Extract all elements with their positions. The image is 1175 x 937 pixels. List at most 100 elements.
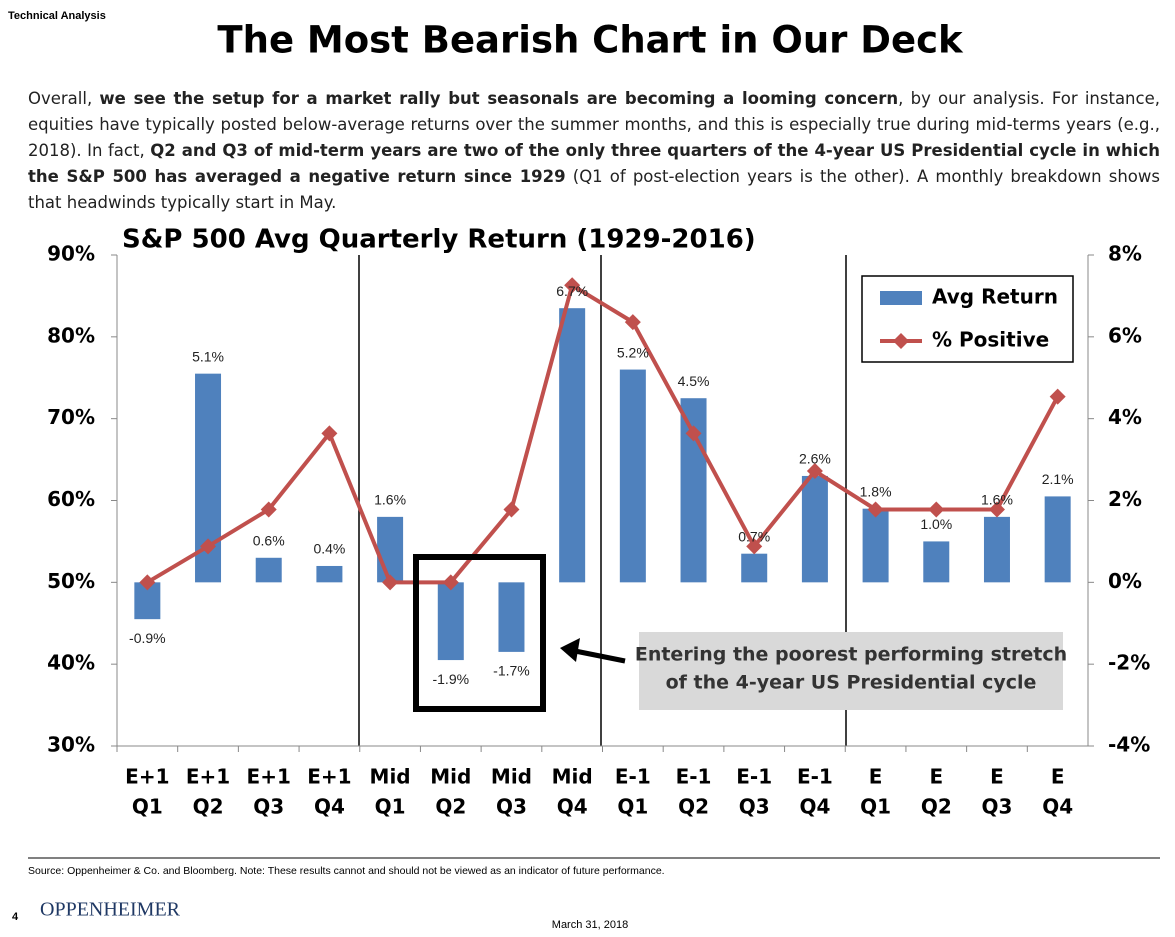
data-label: -0.9% (129, 630, 166, 646)
y2-tick-label: -2% (1108, 651, 1150, 675)
section-label: Technical Analysis (8, 10, 106, 22)
x-tick-label: Q3 (739, 795, 770, 819)
data-label: 2.6% (799, 451, 831, 467)
x-tick-label: Q2 (678, 795, 709, 819)
x-tick-label: Q1 (132, 795, 163, 819)
bar (377, 516, 404, 583)
marker (1049, 388, 1066, 405)
marker (442, 574, 459, 591)
marker (564, 277, 581, 294)
bar (1044, 496, 1071, 583)
data-label: 1.0% (920, 516, 952, 532)
y-tick-label: 80% (47, 323, 95, 347)
marker (746, 538, 763, 555)
x-tick-label: Q3 (496, 795, 527, 819)
x-tick-label: Q1 (860, 795, 891, 819)
text-run: Q2 and Q3 of mid-term years are two of t… (28, 141, 1160, 186)
bar (619, 369, 646, 583)
data-label: 4.5% (678, 373, 710, 389)
y-tick-label: 40% (47, 651, 95, 675)
x-tick-label: E (869, 765, 883, 789)
marker (503, 501, 520, 518)
data-label: 1.6% (981, 492, 1013, 508)
data-label: 1.8% (860, 483, 892, 499)
x-tick-label: E-1 (736, 765, 772, 789)
arrow-head (560, 638, 580, 662)
text-run: , by our analysis. For instance, equitie… (28, 89, 1160, 160)
bar (498, 582, 525, 652)
x-tick-label: Q2 (921, 795, 952, 819)
x-tick-label: E (929, 765, 943, 789)
legend-label: % Positive (932, 328, 1049, 352)
x-tick-label: E-1 (797, 765, 833, 789)
x-tick-label: Mid (491, 765, 532, 789)
marker (988, 501, 1005, 518)
marker (867, 501, 884, 518)
chart-title: S&P 500 Avg Quarterly Return (1929-2016) (122, 225, 756, 255)
data-label: 1.6% (374, 492, 406, 508)
marker (139, 574, 156, 591)
source: Source: Oppenheimer & Co. and Bloomberg.… (28, 865, 665, 877)
y-tick-label: 50% (47, 569, 95, 593)
y2-tick-label: 0% (1108, 569, 1142, 593)
bar (923, 541, 950, 583)
data-label: 2.1% (1042, 471, 1074, 487)
marker (200, 538, 217, 555)
y-tick-label: 70% (47, 405, 95, 429)
y2-tick-label: -4% (1108, 733, 1150, 757)
x-tick-label: E-1 (615, 765, 651, 789)
legend-label: Avg Return (932, 285, 1058, 309)
legend-swatch (880, 291, 922, 305)
legend-marker (893, 333, 909, 349)
x-tick-label: E-1 (676, 765, 712, 789)
x-tick-label: E+1 (247, 765, 291, 789)
marker (806, 463, 823, 480)
legend-box (861, 275, 1074, 363)
x-tick-label: Q4 (557, 795, 588, 819)
marker (685, 425, 702, 442)
data-label: 6.7% (556, 283, 588, 299)
x-tick-label: Q3 (982, 795, 1013, 819)
text-run: (Q1 of post-election years is the other)… (28, 167, 1160, 212)
y-tick-label: 90% (47, 242, 95, 266)
bar (316, 565, 343, 583)
text-run: we see the setup for a market rally but … (99, 89, 899, 108)
bar (437, 582, 464, 661)
x-tick-label: Q4 (1042, 795, 1073, 819)
y2-tick-label: 2% (1108, 487, 1142, 511)
bar (862, 508, 889, 583)
x-tick-label: Mid (552, 765, 593, 789)
data-label: -1.9% (432, 671, 469, 687)
arrow (574, 648, 626, 664)
logo: OPPENHEIMER (40, 899, 181, 921)
y2-tick-label: 6% (1108, 323, 1142, 347)
bar (801, 475, 828, 583)
text-run: Overall, (28, 89, 100, 108)
bar (741, 553, 768, 583)
marker (260, 501, 277, 518)
bar (255, 557, 282, 583)
line (146, 282, 1060, 585)
marker (928, 501, 945, 518)
annotation-text: Entering the poorest performing stretch (635, 644, 1067, 666)
y2-tick-label: 8% (1108, 242, 1142, 266)
data-label: 0.7% (738, 528, 770, 544)
data-label: -1.7% (493, 663, 530, 679)
x-tick-label: E+1 (125, 765, 169, 789)
page-number: 4 (12, 911, 19, 923)
x-tick-label: Q2 (193, 795, 224, 819)
y-tick-label: 30% (47, 733, 95, 757)
highlight-box (413, 554, 546, 712)
slide-title: The Most Bearish Chart in Our Deck (217, 19, 964, 62)
y2-tick-label: 4% (1108, 405, 1142, 429)
x-tick-label: E+1 (307, 765, 351, 789)
x-tick-label: Q1 (375, 795, 406, 819)
data-label: 5.2% (617, 344, 649, 360)
y-tick-label: 60% (47, 487, 95, 511)
x-tick-label: Mid (370, 765, 411, 789)
x-tick-label: Q1 (617, 795, 648, 819)
x-tick-label: Q4 (799, 795, 830, 819)
bar (559, 308, 586, 583)
